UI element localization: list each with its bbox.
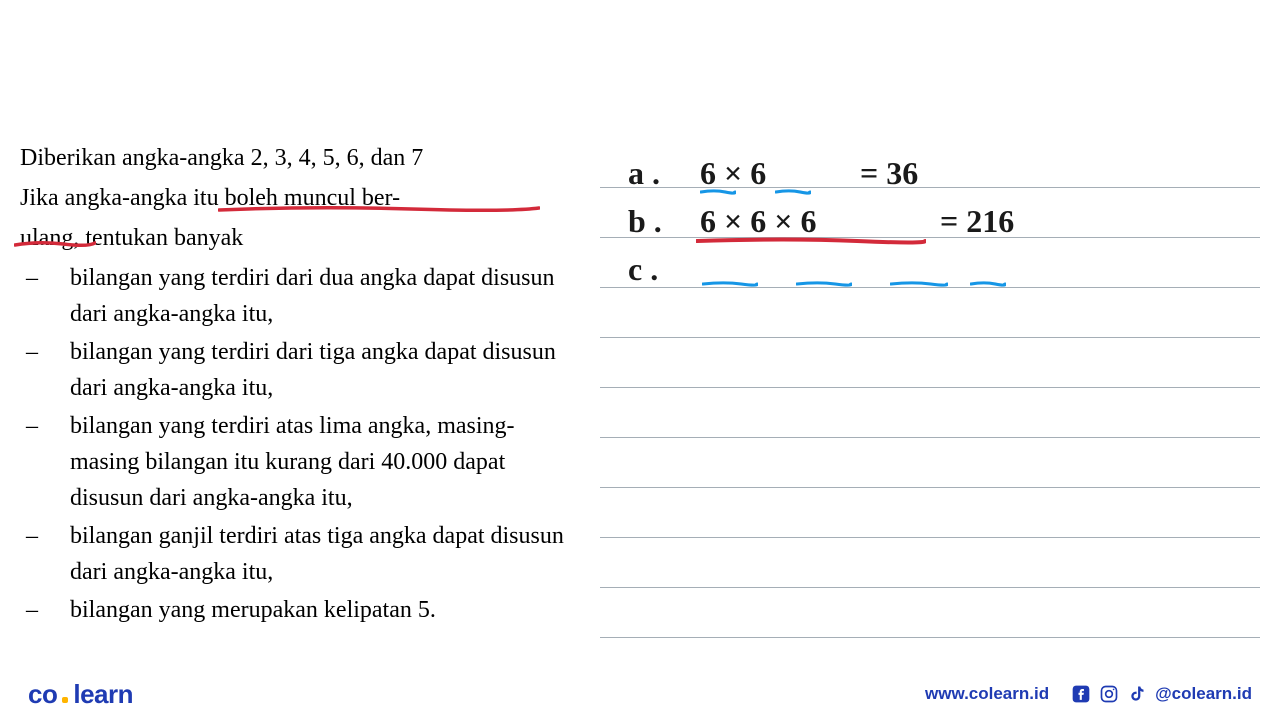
brand-dot-icon bbox=[62, 697, 68, 703]
tiktok-icon bbox=[1127, 684, 1147, 704]
handwriting-underline bbox=[775, 189, 811, 195]
bullet-text: bilangan yang terdiri atas lima angka, m… bbox=[70, 408, 570, 516]
bullet-dash: – bbox=[20, 592, 70, 628]
handwriting-text: 6 × 6 bbox=[700, 155, 766, 192]
bullet-text: bilangan ganjil terdiri atas tiga angka … bbox=[70, 518, 570, 590]
ruled-line bbox=[600, 587, 1260, 588]
handwriting-text: b . bbox=[628, 203, 662, 240]
ruled-line bbox=[600, 387, 1260, 388]
instagram-icon bbox=[1099, 684, 1119, 704]
ruled-line bbox=[600, 337, 1260, 338]
bullet-text: bilangan yang merupakan kelipatan 5. bbox=[70, 592, 570, 628]
handwriting-underline bbox=[970, 281, 1006, 287]
social-handle: @colearn.id bbox=[1155, 684, 1252, 704]
intro-line-3: ulang, tentukan banyak bbox=[20, 220, 570, 256]
bullet-dash: – bbox=[20, 518, 70, 590]
bullet-text: bilangan yang terdiri dari dua angka dap… bbox=[70, 260, 570, 332]
site-url: www.colearn.id bbox=[925, 684, 1049, 704]
ruled-line bbox=[600, 487, 1260, 488]
handwriting-underline bbox=[700, 189, 736, 195]
social-group: @colearn.id bbox=[1071, 684, 1252, 704]
problem-text-block: Diberikan angka-angka 2, 3, 4, 5, 6, dan… bbox=[20, 140, 570, 628]
bullet-3: – bilangan yang terdiri atas lima angka,… bbox=[20, 408, 570, 516]
bullet-1: – bilangan yang terdiri dari dua angka d… bbox=[20, 260, 570, 332]
intro-line-1: Diberikan angka-angka 2, 3, 4, 5, 6, dan… bbox=[20, 140, 570, 176]
ruled-line bbox=[600, 537, 1260, 538]
handwriting-text: = 216 bbox=[940, 203, 1014, 240]
ruled-line bbox=[600, 287, 1260, 288]
ruled-line bbox=[600, 437, 1260, 438]
handwriting-underline bbox=[702, 281, 758, 287]
handwriting-underline bbox=[696, 237, 926, 245]
bullet-dash: – bbox=[20, 408, 70, 516]
brand-learn: learn bbox=[73, 679, 133, 710]
bullet-4: – bilangan ganjil terdiri atas tiga angk… bbox=[20, 518, 570, 590]
intro-line-2: Jika angka-angka itu boleh muncul ber- bbox=[20, 180, 570, 216]
handwriting-text: a . bbox=[628, 155, 660, 192]
brand-logo: co learn bbox=[28, 679, 133, 710]
bullet-5: – bilangan yang merupakan kelipatan 5. bbox=[20, 592, 570, 628]
facebook-icon bbox=[1071, 684, 1091, 704]
handwriting-underline bbox=[796, 281, 852, 287]
handwriting-text: 6 × 6 × 6 bbox=[700, 203, 816, 240]
ruled-line bbox=[600, 637, 1260, 638]
brand-co: co bbox=[28, 679, 57, 710]
bullet-text: bilangan yang terdiri dari tiga angka da… bbox=[70, 334, 570, 406]
footer: co learn www.colearn.id @colearn.id bbox=[0, 674, 1280, 720]
bullet-dash: – bbox=[20, 260, 70, 332]
footer-right: www.colearn.id @colearn.id bbox=[925, 684, 1252, 704]
bullet-dash: – bbox=[20, 334, 70, 406]
handwriting-text: c . bbox=[628, 251, 658, 288]
handwriting-text: = 36 bbox=[860, 155, 918, 192]
bullet-2: – bilangan yang terdiri dari tiga angka … bbox=[20, 334, 570, 406]
ruled-line bbox=[600, 187, 1260, 188]
handwriting-underline bbox=[890, 281, 948, 287]
